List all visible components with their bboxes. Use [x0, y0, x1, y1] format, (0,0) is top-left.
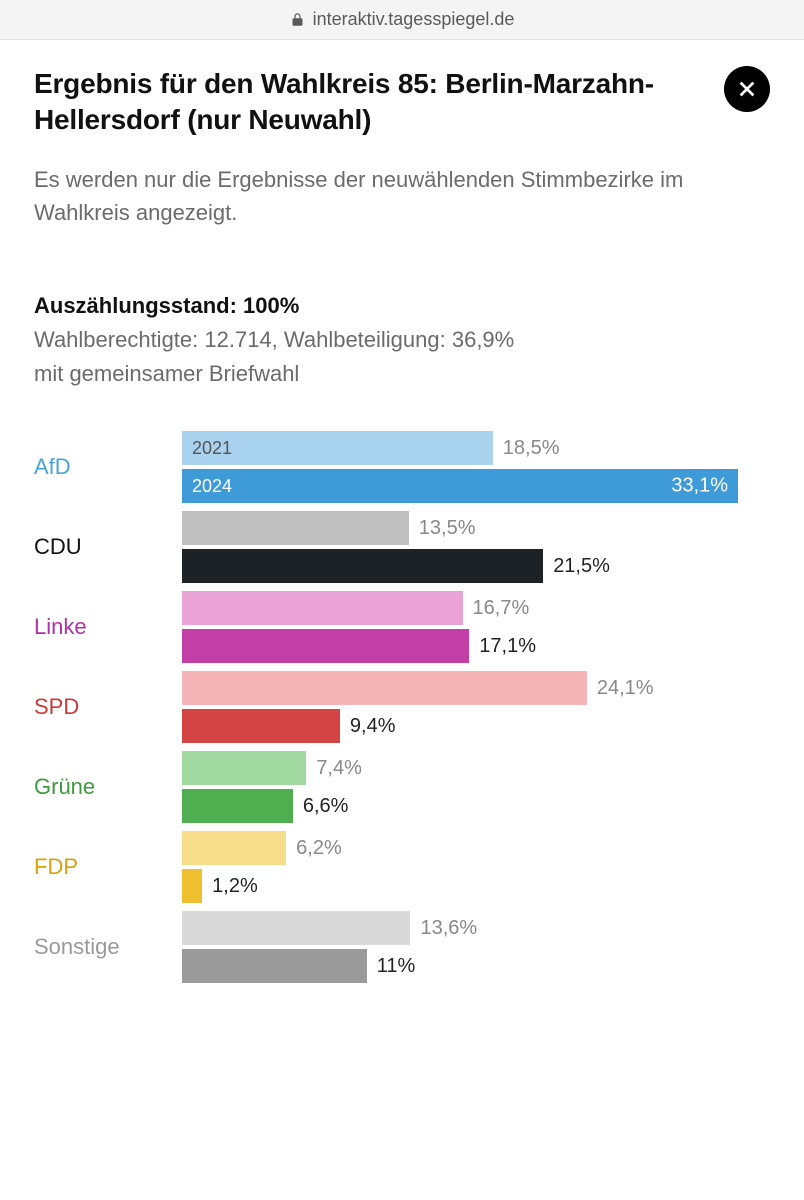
party-row: Linke 16,7% 17,1%	[34, 591, 770, 663]
page-subtitle: Es werden nur die Ergebnisse der neuwähl…	[34, 163, 770, 229]
bar-prev	[182, 511, 409, 545]
bar-prev-line: 24,1%	[182, 671, 770, 705]
bar-curr	[182, 789, 293, 823]
value-curr: 17,1%	[479, 635, 536, 658]
close-button[interactable]	[724, 66, 770, 112]
party-row: FDP 6,2% 1,2%	[34, 831, 770, 903]
party-bars: 7,4% 6,6%	[182, 751, 770, 823]
party-row: SPD 24,1% 9,4%	[34, 671, 770, 743]
bar-curr-line: 11%	[182, 949, 770, 983]
party-bars: 13,6%11%	[182, 911, 770, 983]
bar-prev-line: 13,6%	[182, 911, 770, 945]
bar-curr-line: 1,2%	[182, 869, 770, 903]
count-status-label: Auszählungsstand:	[34, 293, 237, 318]
party-bars: 13,5% 21,5%	[182, 511, 770, 583]
party-row: CDU 13,5% 21,5%	[34, 511, 770, 583]
party-label: CDU	[34, 534, 182, 560]
bar-prev-line: 2021 18,5%	[182, 431, 770, 465]
value-curr: 11%	[377, 955, 416, 978]
value-curr: 33,1%	[671, 475, 728, 498]
bar-curr	[182, 549, 543, 583]
bar-prev	[182, 591, 463, 625]
party-label: Sonstige	[34, 934, 182, 960]
bar-curr: 202433,1%	[182, 469, 738, 503]
browser-url-bar: interaktiv.tagesspiegel.de	[0, 0, 804, 40]
value-prev: 18,5%	[503, 437, 560, 460]
count-status: Auszählungsstand: 100%	[34, 289, 770, 323]
bar-prev-line: 16,7%	[182, 591, 770, 625]
value-curr: 1,2%	[212, 875, 258, 898]
value-curr: 21,5%	[553, 555, 610, 578]
value-prev: 16,7%	[473, 597, 530, 620]
party-label: FDP	[34, 854, 182, 880]
bar-curr-line: 9,4%	[182, 709, 770, 743]
bar-prev-line: 13,5%	[182, 511, 770, 545]
bar-curr	[182, 869, 202, 903]
bar-curr	[182, 709, 340, 743]
count-status-value: 100%	[243, 293, 299, 318]
bar-prev: 2021	[182, 431, 493, 465]
browser-url-text: interaktiv.tagesspiegel.de	[313, 9, 515, 30]
party-label: AfD	[34, 454, 182, 480]
bar-curr	[182, 629, 469, 663]
bar-curr	[182, 949, 367, 983]
value-prev: 6,2%	[296, 837, 342, 860]
bar-prev-line: 7,4%	[182, 751, 770, 785]
close-icon	[736, 78, 758, 100]
bar-prev-line: 6,2%	[182, 831, 770, 865]
party-bars: 2021 18,5% 202433,1%	[182, 431, 770, 503]
bar-prev	[182, 911, 410, 945]
value-prev: 7,4%	[316, 757, 362, 780]
party-bars: 16,7% 17,1%	[182, 591, 770, 663]
bar-curr-line: 6,6%	[182, 789, 770, 823]
bar-prev	[182, 831, 286, 865]
party-row: Grüne 7,4% 6,6%	[34, 751, 770, 823]
postal-note: mit gemeinsamer Briefwahl	[34, 357, 770, 391]
bar-curr-line: 21,5%	[182, 549, 770, 583]
value-prev: 13,6%	[420, 917, 477, 940]
status-block: Auszählungsstand: 100% Wahlberechtigte: …	[34, 289, 770, 391]
bar-curr-line: 202433,1%	[182, 469, 770, 503]
party-label: Grüne	[34, 774, 182, 800]
value-prev: 13,5%	[419, 517, 476, 540]
party-row: Sonstige13,6%11%	[34, 911, 770, 983]
bar-curr-line: 17,1%	[182, 629, 770, 663]
bar-prev	[182, 671, 587, 705]
lock-icon	[290, 12, 305, 27]
value-prev: 24,1%	[597, 677, 654, 700]
party-row: AfD2021 18,5% 202433,1%	[34, 431, 770, 503]
bar-prev	[182, 751, 306, 785]
value-curr: 9,4%	[350, 715, 396, 738]
party-label: SPD	[34, 694, 182, 720]
value-curr: 6,6%	[303, 795, 349, 818]
eligible-turnout: Wahlberechtigte: 12.714, Wahlbeteiligung…	[34, 323, 770, 357]
page-title: Ergebnis für den Wahlkreis 85: Berlin-Ma…	[34, 66, 710, 139]
results-chart: AfD202118,5%202433,1%CDU13,5%21,5%Linke1…	[34, 431, 770, 983]
party-bars: 24,1% 9,4%	[182, 671, 770, 743]
panel: Ergebnis für den Wahlkreis 85: Berlin-Ma…	[0, 40, 804, 983]
party-bars: 6,2% 1,2%	[182, 831, 770, 903]
party-label: Linke	[34, 614, 182, 640]
